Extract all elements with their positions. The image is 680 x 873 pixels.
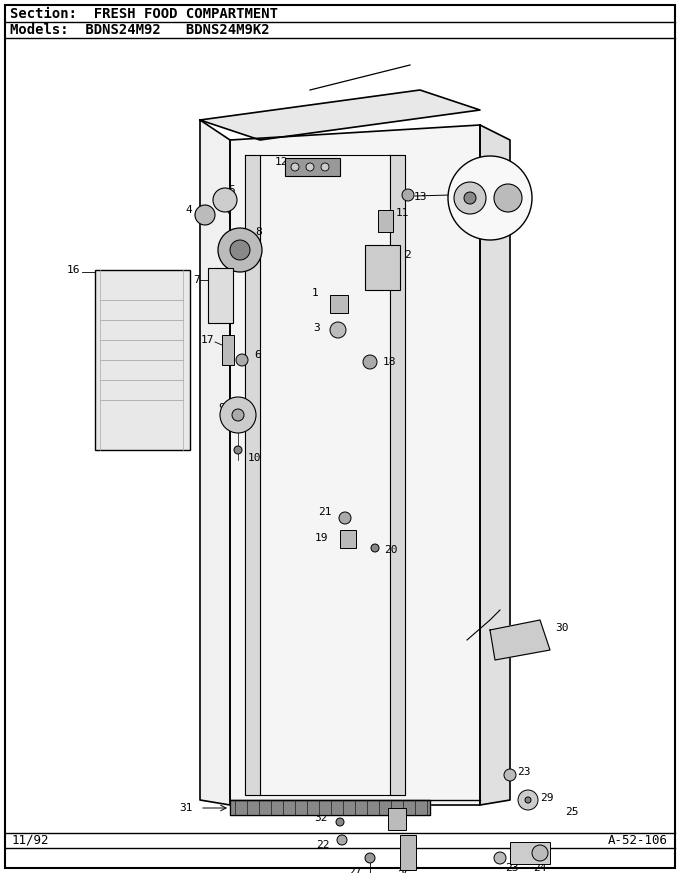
- Circle shape: [306, 163, 314, 171]
- Text: 28: 28: [393, 800, 407, 810]
- Text: 18: 18: [383, 357, 396, 367]
- Circle shape: [371, 544, 379, 552]
- Text: 14: 14: [503, 167, 515, 177]
- Bar: [365, 245, 400, 290]
- Circle shape: [402, 189, 414, 201]
- Text: 29: 29: [540, 793, 554, 803]
- Circle shape: [454, 182, 486, 214]
- Text: 21: 21: [318, 507, 332, 517]
- Text: 25: 25: [565, 807, 579, 817]
- Text: 10: 10: [248, 453, 262, 463]
- Bar: [285, 158, 340, 176]
- Text: 16: 16: [67, 265, 80, 275]
- Polygon shape: [200, 120, 230, 805]
- Text: 12: 12: [275, 157, 288, 167]
- Text: 7: 7: [193, 275, 200, 285]
- Text: 27: 27: [348, 867, 362, 873]
- Text: 19: 19: [314, 533, 328, 543]
- Text: 20: 20: [384, 545, 398, 555]
- Circle shape: [195, 205, 215, 225]
- Text: 22: 22: [316, 840, 330, 850]
- Circle shape: [494, 852, 506, 864]
- Circle shape: [291, 163, 299, 171]
- Polygon shape: [245, 155, 260, 795]
- Bar: [400, 835, 416, 870]
- Circle shape: [365, 853, 375, 863]
- Text: 23: 23: [505, 863, 518, 873]
- Circle shape: [337, 835, 347, 845]
- Bar: [208, 268, 233, 323]
- Text: 2: 2: [404, 250, 411, 260]
- Polygon shape: [230, 125, 480, 805]
- Bar: [222, 335, 234, 365]
- Bar: [330, 295, 348, 313]
- Text: 5: 5: [228, 185, 235, 195]
- Circle shape: [532, 845, 548, 861]
- Text: 31: 31: [180, 803, 193, 813]
- Circle shape: [230, 240, 250, 260]
- Circle shape: [504, 769, 516, 781]
- Text: 3: 3: [313, 323, 320, 333]
- Circle shape: [220, 397, 256, 433]
- Circle shape: [339, 512, 351, 524]
- Bar: [510, 842, 550, 864]
- Text: A-52-106: A-52-106: [608, 834, 668, 847]
- Circle shape: [336, 818, 344, 826]
- Circle shape: [518, 790, 538, 810]
- Bar: [95, 270, 190, 450]
- Circle shape: [448, 156, 532, 240]
- Text: 15: 15: [464, 167, 477, 177]
- Polygon shape: [390, 155, 405, 795]
- Text: 17: 17: [201, 335, 214, 345]
- Text: 30: 30: [555, 623, 568, 633]
- Circle shape: [236, 354, 248, 366]
- Text: 8: 8: [255, 227, 262, 237]
- Circle shape: [363, 355, 377, 369]
- Circle shape: [218, 228, 262, 272]
- Circle shape: [494, 184, 522, 212]
- Text: 26: 26: [397, 870, 411, 873]
- Text: 11: 11: [396, 208, 409, 218]
- Text: 23: 23: [517, 767, 530, 777]
- Bar: [340, 530, 356, 548]
- Text: 13: 13: [414, 192, 428, 202]
- Bar: [388, 808, 406, 830]
- Text: 4: 4: [185, 205, 192, 215]
- Circle shape: [321, 163, 329, 171]
- Text: Section:  FRESH FOOD COMPARTMENT: Section: FRESH FOOD COMPARTMENT: [10, 7, 278, 21]
- Circle shape: [232, 409, 244, 421]
- Polygon shape: [200, 90, 480, 140]
- Bar: [378, 210, 393, 232]
- Circle shape: [213, 188, 237, 212]
- Text: 24: 24: [533, 863, 547, 873]
- Polygon shape: [480, 125, 510, 805]
- Circle shape: [234, 446, 242, 454]
- Polygon shape: [230, 800, 430, 815]
- Text: Models:  BDNS24M92   BDNS24M9K2: Models: BDNS24M92 BDNS24M9K2: [10, 23, 270, 37]
- Text: 32: 32: [314, 813, 328, 823]
- Text: 1: 1: [311, 288, 318, 298]
- Polygon shape: [490, 620, 550, 660]
- Text: 6: 6: [254, 350, 260, 360]
- Circle shape: [525, 797, 531, 803]
- Circle shape: [464, 192, 476, 204]
- Text: 9: 9: [218, 403, 225, 413]
- Text: 11/92: 11/92: [12, 834, 50, 847]
- Circle shape: [330, 322, 346, 338]
